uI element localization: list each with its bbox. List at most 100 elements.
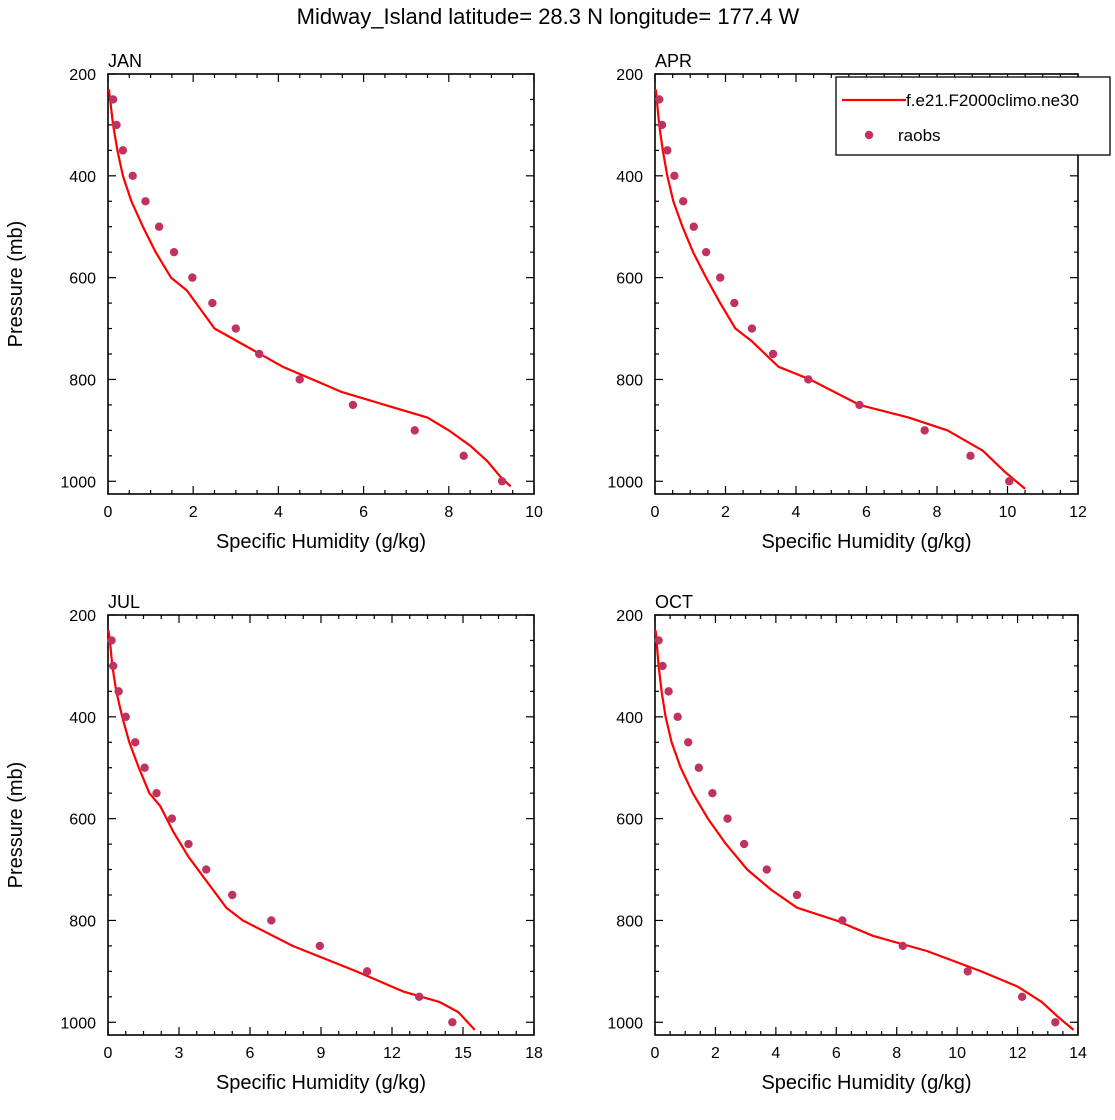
raobs-point bbox=[658, 661, 667, 671]
raobs-point bbox=[112, 120, 121, 130]
x-tick-label: 18 bbox=[525, 1045, 543, 1062]
raobs-point bbox=[154, 222, 164, 231]
y-tick-label: 400 bbox=[616, 169, 643, 186]
x-tick-label: 10 bbox=[999, 504, 1017, 521]
raobs-point bbox=[202, 865, 211, 874]
x-tick-label: 4 bbox=[792, 504, 801, 521]
y-axis-label: Pressure (mb) bbox=[5, 762, 27, 889]
legend-model-label: f.e21.F2000climo.ne30 bbox=[906, 91, 1079, 110]
raobs-point bbox=[747, 324, 757, 333]
raobs-point bbox=[315, 941, 325, 951]
y-tick-label: 1000 bbox=[60, 1015, 96, 1032]
panel-title: OCT bbox=[655, 592, 693, 612]
panel-title: APR bbox=[655, 51, 692, 71]
raobs-point bbox=[898, 941, 907, 951]
x-tick-label: 15 bbox=[454, 1045, 472, 1062]
raobs-point bbox=[121, 712, 130, 722]
raobs-point bbox=[231, 324, 240, 333]
raobs-point bbox=[295, 375, 304, 384]
y-tick-label: 800 bbox=[69, 913, 96, 930]
x-tick-label: 0 bbox=[651, 1045, 660, 1062]
y-tick-label: 200 bbox=[69, 608, 96, 625]
raobs-point bbox=[920, 426, 929, 435]
x-tick-label: 9 bbox=[317, 1045, 326, 1062]
raobs-point bbox=[228, 890, 237, 900]
x-tick-label: 2 bbox=[721, 504, 730, 521]
raobs-point bbox=[804, 375, 813, 384]
x-tick-label: 8 bbox=[444, 504, 453, 521]
figure-title: Midway_Island latitude= 28.3 N longitude… bbox=[297, 4, 800, 29]
raobs-point bbox=[1017, 992, 1027, 1002]
raobs-point bbox=[108, 95, 118, 104]
x-tick-label: 2 bbox=[189, 504, 198, 521]
x-axis-label: Specific Humidity (g/kg) bbox=[216, 531, 426, 553]
raobs-point bbox=[415, 992, 424, 1002]
panel-jul: 0 3 6 9 12 15 18 200 400 600 800 1000 JUL Specific Hu… bbox=[5, 592, 543, 1094]
plot-frame bbox=[654, 614, 1079, 1036]
raobs-point bbox=[141, 197, 150, 206]
x-tick-label: 12 bbox=[1009, 1045, 1027, 1062]
panel-title: JUL bbox=[108, 592, 140, 612]
x-axis-label: Specific Humidity (g/kg) bbox=[216, 1072, 426, 1094]
raobs-point bbox=[855, 400, 864, 410]
raobs-point bbox=[716, 273, 725, 282]
model-profile-line bbox=[107, 89, 512, 488]
raobs-point bbox=[654, 636, 663, 645]
x-axis-label: Specific Humidity (g/kg) bbox=[761, 1072, 971, 1094]
plot-frame bbox=[107, 614, 535, 1036]
raobs-point bbox=[208, 298, 217, 308]
x-tick-label: 12 bbox=[383, 1045, 401, 1062]
x-tick-label: 12 bbox=[1069, 504, 1087, 521]
x-tick-label: 0 bbox=[651, 504, 660, 521]
raobs-point bbox=[670, 171, 679, 181]
x-tick-label: 4 bbox=[771, 1045, 780, 1062]
y-tick-label: 400 bbox=[69, 710, 96, 727]
x-tick-label: 6 bbox=[832, 1045, 841, 1062]
x-tick-label: 0 bbox=[104, 504, 113, 521]
y-tick-label: 200 bbox=[616, 67, 643, 84]
raobs-point bbox=[694, 763, 704, 772]
x-tick-label: 8 bbox=[933, 504, 942, 521]
raobs-point bbox=[838, 916, 847, 925]
raobs-point bbox=[701, 247, 711, 257]
raobs-point bbox=[184, 839, 193, 849]
raobs-point bbox=[679, 197, 688, 206]
x-tick-label: 14 bbox=[1069, 1045, 1087, 1062]
raobs-point bbox=[657, 120, 667, 130]
model-profile-line bbox=[654, 89, 1026, 490]
y-tick-label: 1000 bbox=[60, 474, 96, 491]
panel-title: JAN bbox=[108, 51, 142, 71]
raobs-point bbox=[152, 788, 161, 798]
y-tick-label: 1000 bbox=[607, 1015, 643, 1032]
legend-box bbox=[835, 76, 1111, 156]
x-tick-label: 3 bbox=[175, 1045, 184, 1062]
y-tick-label: 600 bbox=[616, 812, 643, 829]
y-axis-label: Pressure (mb) bbox=[5, 221, 27, 348]
raobs-point bbox=[684, 738, 693, 747]
raobs-point bbox=[118, 146, 128, 155]
raobs-point bbox=[188, 273, 197, 282]
x-tick-label: 4 bbox=[274, 504, 283, 521]
raobs-point bbox=[497, 477, 507, 486]
raobs-point bbox=[708, 788, 717, 798]
x-tick-label: 6 bbox=[862, 504, 871, 521]
raobs-point bbox=[689, 222, 698, 231]
raobs-point bbox=[730, 298, 739, 308]
x-tick-label: 6 bbox=[246, 1045, 255, 1062]
panel-jan: 0 2 4 6 8 10 200 400 600 800 1000 JAN Specific Humid… bbox=[5, 51, 543, 553]
model-profile-line bbox=[107, 630, 476, 1031]
x-tick-label: 8 bbox=[892, 1045, 901, 1062]
raobs-point bbox=[739, 839, 749, 849]
y-tick-label: 600 bbox=[69, 812, 96, 829]
raobs-point bbox=[655, 95, 664, 104]
model-profile-line bbox=[654, 630, 1075, 1031]
raobs-point bbox=[362, 967, 372, 976]
y-tick-label: 600 bbox=[69, 271, 96, 288]
x-tick-label: 6 bbox=[359, 504, 368, 521]
raobs-point bbox=[140, 763, 149, 772]
y-tick-label: 400 bbox=[69, 169, 96, 186]
legend: f.e21.F2000climo.ne30 raobs bbox=[835, 76, 1111, 156]
x-tick-label: 0 bbox=[104, 1045, 113, 1062]
